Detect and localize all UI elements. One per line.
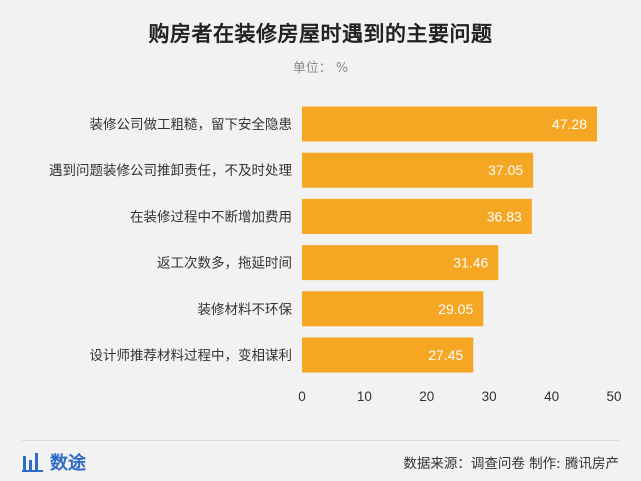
category-label: 设计师推荐材料过程中，变相谋利 [90,348,293,364]
bar-value-label: 29.05 [438,301,473,317]
bar-value-label: 37.05 [488,162,523,178]
x-tick-label: 0 [298,389,306,404]
bar [302,291,484,327]
bar-value-label: 36.83 [487,208,522,224]
category-label: 遇到问题装修公司推卸责任，不及时处理 [49,163,292,179]
x-tick-label: 10 [357,389,372,404]
x-axis: 0 10 20 30 40 50 [298,389,621,404]
bar [302,106,598,142]
source-credit: 数据来源：调查问卷 制作: 腾讯房产 [403,456,619,472]
bar-value-label: 31.46 [453,255,488,271]
x-tick-label: 50 [606,389,621,404]
x-tick-label: 40 [544,389,559,404]
x-tick-label: 20 [419,389,434,404]
category-label: 在装修过程中不断增加费用 [130,209,292,225]
bars-layer: 47.28 装修公司做工粗糙，留下安全隐患 37.05 遇到问题装修公司推卸责任，不及… [49,106,598,373]
brand-logo: 数途 [22,449,86,475]
chart-title: 购房者在装修房屋时遇到的主要问题 [148,22,493,46]
category-label: 返工次数多，拖延时间 [157,255,292,272]
footer-divider [22,440,619,441]
bar [302,198,532,234]
bar-value-label: 47.28 [552,116,587,132]
bar [302,245,499,281]
bar [302,337,474,373]
category-label: 装修公司做工粗糙，留下安全隐患 [90,116,293,133]
bar-value-label: 27.45 [428,347,463,363]
brand-name: 数途 [50,453,86,474]
bar [302,152,534,188]
category-label: 装修材料不环保 [198,302,293,318]
unit-label: 单位： % [292,61,349,76]
x-tick-label: 30 [482,389,497,404]
bar-chart-icon [22,453,43,472]
